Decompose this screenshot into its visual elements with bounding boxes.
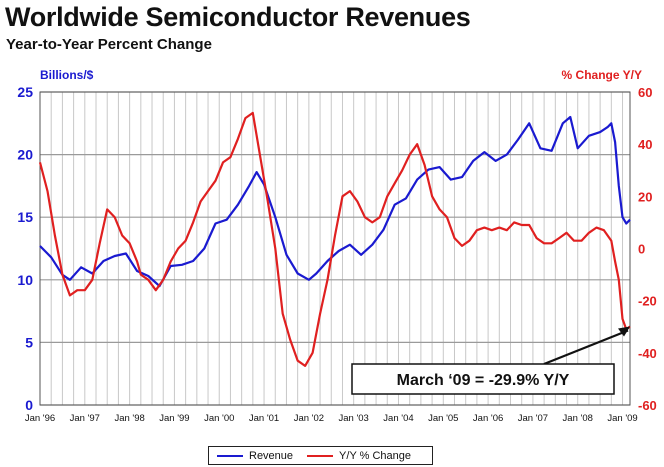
annotation-arrow-line [543, 329, 629, 366]
x-tick-label: Jan '04 [383, 413, 413, 424]
x-tick-label: Jan '07 [518, 413, 548, 424]
plot-border [39, 91, 631, 406]
chart-subtitle: Year-to-Year Percent Change [6, 36, 212, 53]
left-tick-label: 20 [17, 147, 33, 163]
x-tick-label: Jan '97 [70, 413, 100, 424]
right-tick-label: 20 [638, 189, 652, 204]
right-tick-label: 60 [638, 85, 652, 100]
x-tick-label: Jan '01 [249, 413, 279, 424]
x-tick-label: Jan '98 [114, 413, 144, 424]
x-tick-label: Jan '05 [428, 413, 458, 424]
revenue-swatch [217, 454, 243, 457]
left-tick-label: 25 [17, 84, 33, 100]
left-tick-label: 5 [25, 334, 33, 350]
right-tick-label: 40 [638, 137, 652, 152]
x-tick-label: Jan '96 [25, 413, 55, 424]
right-tick-label: -20 [638, 294, 657, 309]
x-tick-label: Jan '09 [607, 413, 637, 424]
yy-change-swatch [307, 454, 334, 457]
chart-legend: Revenue Y/Y % Change [208, 446, 433, 465]
annotation-box [351, 363, 615, 395]
right-tick-label: -60 [638, 398, 657, 413]
left-tick-label: 0 [25, 397, 33, 413]
chart-title: Worldwide Semiconductor Revenues [5, 2, 471, 32]
x-tick-label: Jan '03 [338, 413, 368, 424]
x-tick-label: Jan '06 [473, 413, 503, 424]
left-axis-label: Billions/$ [40, 68, 94, 82]
x-tick-label: Jan '08 [563, 413, 593, 424]
annotation-arrowhead [618, 326, 630, 337]
right-tick-label: 0 [638, 242, 645, 257]
left-tick-label: 10 [17, 272, 33, 288]
right-axis-label: % Change Y/Y [561, 68, 642, 82]
legend-label-yy-change: Y/Y % Change [339, 449, 412, 462]
legend-label-revenue: Revenue [249, 449, 294, 462]
yy-change-series-line [38, 111, 631, 367]
x-tick-label: Jan '99 [159, 413, 189, 424]
annotation-text: March ‘09 = -29.9% Y/Y [397, 372, 570, 389]
left-tick-label: 15 [17, 209, 33, 225]
revenue-series-line [39, 115, 631, 288]
legend-item-yy-change: Y/Y % Change [307, 450, 411, 462]
right-tick-label: -40 [638, 346, 657, 361]
x-tick-label: Jan '00 [204, 413, 234, 424]
legend-item-revenue: Revenue [217, 450, 293, 462]
plot-area [40, 92, 630, 405]
x-tick-label: Jan '02 [294, 413, 324, 424]
